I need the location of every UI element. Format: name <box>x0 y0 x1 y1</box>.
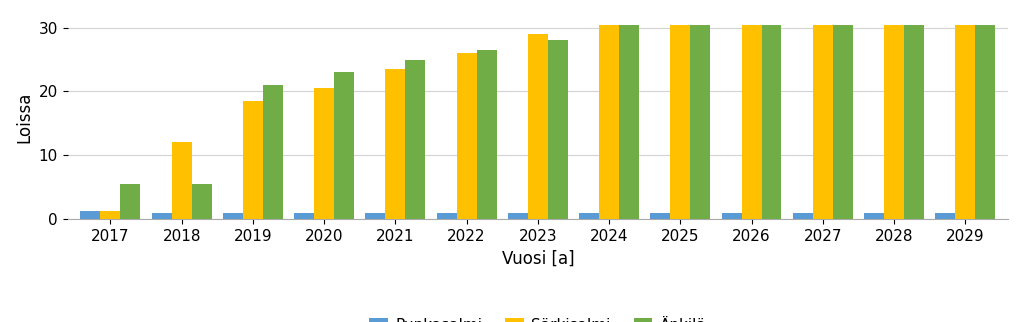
Bar <box>721 213 742 219</box>
X-axis label: Vuosi [a]: Vuosi [a] <box>501 249 574 267</box>
Bar <box>386 69 405 219</box>
Bar <box>335 72 354 219</box>
Bar <box>172 142 191 219</box>
Bar <box>507 213 528 219</box>
Bar <box>121 184 140 219</box>
Bar <box>935 213 955 219</box>
Bar <box>833 24 853 219</box>
Bar <box>100 211 121 219</box>
Bar <box>314 88 335 219</box>
Bar <box>813 24 833 219</box>
Bar <box>651 213 670 219</box>
Bar <box>405 60 426 219</box>
Bar <box>191 184 212 219</box>
Bar <box>547 41 568 219</box>
Bar <box>223 213 242 219</box>
Bar <box>365 213 386 219</box>
Bar <box>975 24 995 219</box>
Bar <box>761 24 782 219</box>
Bar <box>477 50 496 219</box>
Bar <box>528 34 547 219</box>
Bar <box>619 24 639 219</box>
Bar <box>742 24 761 219</box>
Y-axis label: Loissa: Loissa <box>15 91 33 143</box>
Bar <box>599 24 619 219</box>
Bar <box>670 24 691 219</box>
Bar <box>579 213 599 219</box>
Bar <box>691 24 710 219</box>
Legend: Punkasalmi, Särkisalmi, Änkilä: Punkasalmi, Särkisalmi, Änkilä <box>363 312 712 322</box>
Bar <box>793 213 813 219</box>
Bar <box>81 211 100 219</box>
Bar <box>884 24 904 219</box>
Bar <box>864 213 884 219</box>
Bar <box>295 213 314 219</box>
Bar <box>151 213 172 219</box>
Bar <box>263 85 282 219</box>
Bar <box>904 24 924 219</box>
Bar <box>456 53 477 219</box>
Bar <box>437 213 456 219</box>
Bar <box>242 101 263 219</box>
Bar <box>955 24 975 219</box>
